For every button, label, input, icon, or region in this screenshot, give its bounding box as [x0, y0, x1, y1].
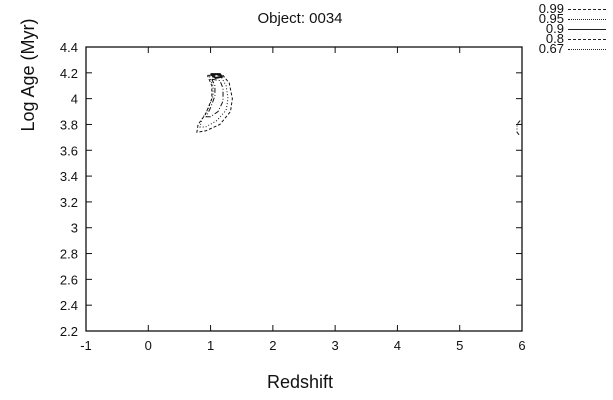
legend-entry-0: 0.99 [522, 1, 610, 16]
legend-label: 0.99 [538, 1, 564, 16]
x-tick-label: 5 [456, 338, 463, 353]
chart-title: Object: 0034 [257, 10, 343, 27]
legend-label: 0.8 [545, 31, 564, 46]
contour-level-0-9 [209, 73, 224, 80]
x-tick-label: 3 [332, 338, 339, 353]
legend-line-dash-dot-dot [568, 49, 606, 50]
y-tick-label: 3.8 [60, 117, 78, 132]
legend-line-solid [568, 29, 606, 30]
y-tick-label: 3.2 [60, 195, 78, 210]
y-tick-label: 2.8 [60, 247, 78, 262]
x-tick-label: 6 [518, 338, 525, 353]
legend-entry-1: 0.95 [522, 11, 610, 26]
legend-entry-3: 0.8 [522, 31, 610, 46]
plot-frame [85, 46, 523, 332]
legend-label: 0.67 [538, 41, 564, 56]
contour-level-0-99 [196, 74, 233, 133]
x-tick-label: 2 [269, 338, 276, 353]
x-tick-label: 0 [145, 338, 152, 353]
contour-level-0-67 [516, 120, 521, 137]
x-axis-label: Redshift [266, 372, 334, 392]
y-tick-label: 3.4 [60, 169, 78, 184]
legend-entry-2: 0.9 [522, 21, 610, 36]
legend-line-dash-dot [568, 39, 606, 40]
y-tick-label: 2.2 [60, 324, 78, 339]
legend: 0.99 0.95 0.9 0.8 0.67 [522, 1, 610, 56]
y-tick-label: 2.4 [60, 298, 78, 313]
y-tick-label: 2.6 [60, 272, 78, 287]
legend-label: 0.9 [545, 21, 564, 36]
contour-level-0-95 [199, 76, 229, 128]
x-tick-label: 1 [207, 338, 214, 353]
x-tick-label: 4 [394, 338, 401, 353]
legend-line-dashed [568, 9, 606, 10]
legend-label: 0.95 [538, 11, 564, 26]
legend-line-dotted [568, 19, 606, 20]
contour-level-0-8 [205, 78, 224, 118]
y-tick-label: 3.6 [60, 143, 78, 158]
y-tick-label: 4.2 [60, 66, 78, 81]
legend-entry-4: 0.67 [522, 41, 610, 56]
y-tick-label: 4.4 [60, 40, 78, 55]
x-tick-label: -1 [80, 338, 92, 353]
y-tick-label: 3 [71, 221, 78, 236]
y-tick-label: 4 [71, 92, 78, 107]
